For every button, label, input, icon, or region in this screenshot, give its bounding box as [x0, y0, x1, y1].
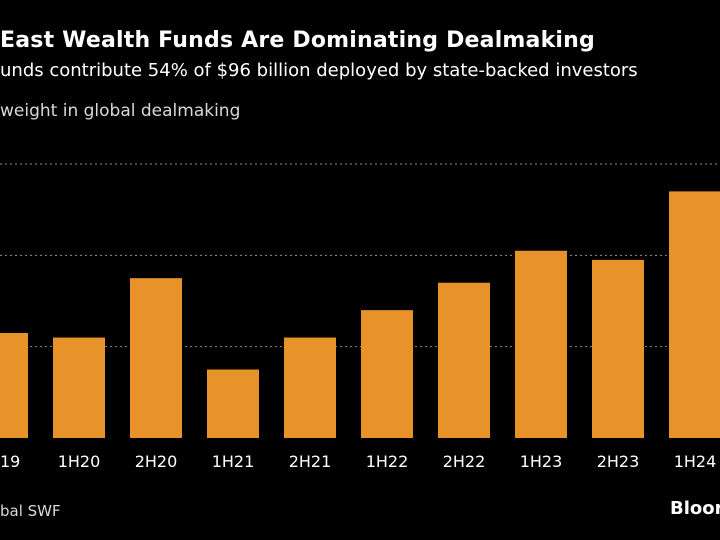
x-tick-label: 2H22 — [443, 452, 486, 471]
x-tick-label: 2H21 — [289, 452, 332, 471]
bar-1h22 — [361, 310, 413, 438]
bar-2h22 — [438, 282, 490, 438]
x-tick-label: 1H23 — [520, 452, 563, 471]
bar-1h21 — [207, 369, 259, 438]
bar-2h21 — [284, 337, 336, 438]
bars — [0, 191, 720, 438]
brand-logo: Bloor — [670, 498, 720, 519]
x-tick-label: 2H23 — [597, 452, 640, 471]
bar-2h20 — [130, 278, 182, 438]
x-tick-label: 2H20 — [135, 452, 178, 471]
bar-1h20 — [53, 337, 105, 438]
x-tick-label: 1H20 — [58, 452, 101, 471]
x-tick-labels: 19 1H20 2H20 1H21 2H21 1H22 2H22 1H23 2H23 1H24 — [0, 452, 716, 471]
x-tick-label: 1H24 — [674, 452, 717, 471]
x-tick-label: 1H21 — [212, 452, 255, 471]
bar-1h23 — [515, 250, 567, 438]
bar-2h23 — [592, 259, 644, 438]
chart-subtitle: unds contribute 54% of $96 billion deplo… — [0, 60, 638, 81]
x-tick-label: 1H22 — [366, 452, 409, 471]
source-note: bal SWF — [0, 502, 61, 520]
y-axis-label: weight in global dealmaking — [0, 101, 241, 121]
chart-title: East Wealth Funds Are Dominating Dealmak… — [0, 28, 595, 53]
bar-chart: 19 1H20 2H20 1H21 2H21 1H22 2H22 1H23 2H23 1H24 — [0, 163, 720, 471]
bar-19 — [0, 332, 28, 438]
bar-1h24 — [669, 191, 720, 438]
x-tick-label: 19 — [0, 452, 20, 471]
